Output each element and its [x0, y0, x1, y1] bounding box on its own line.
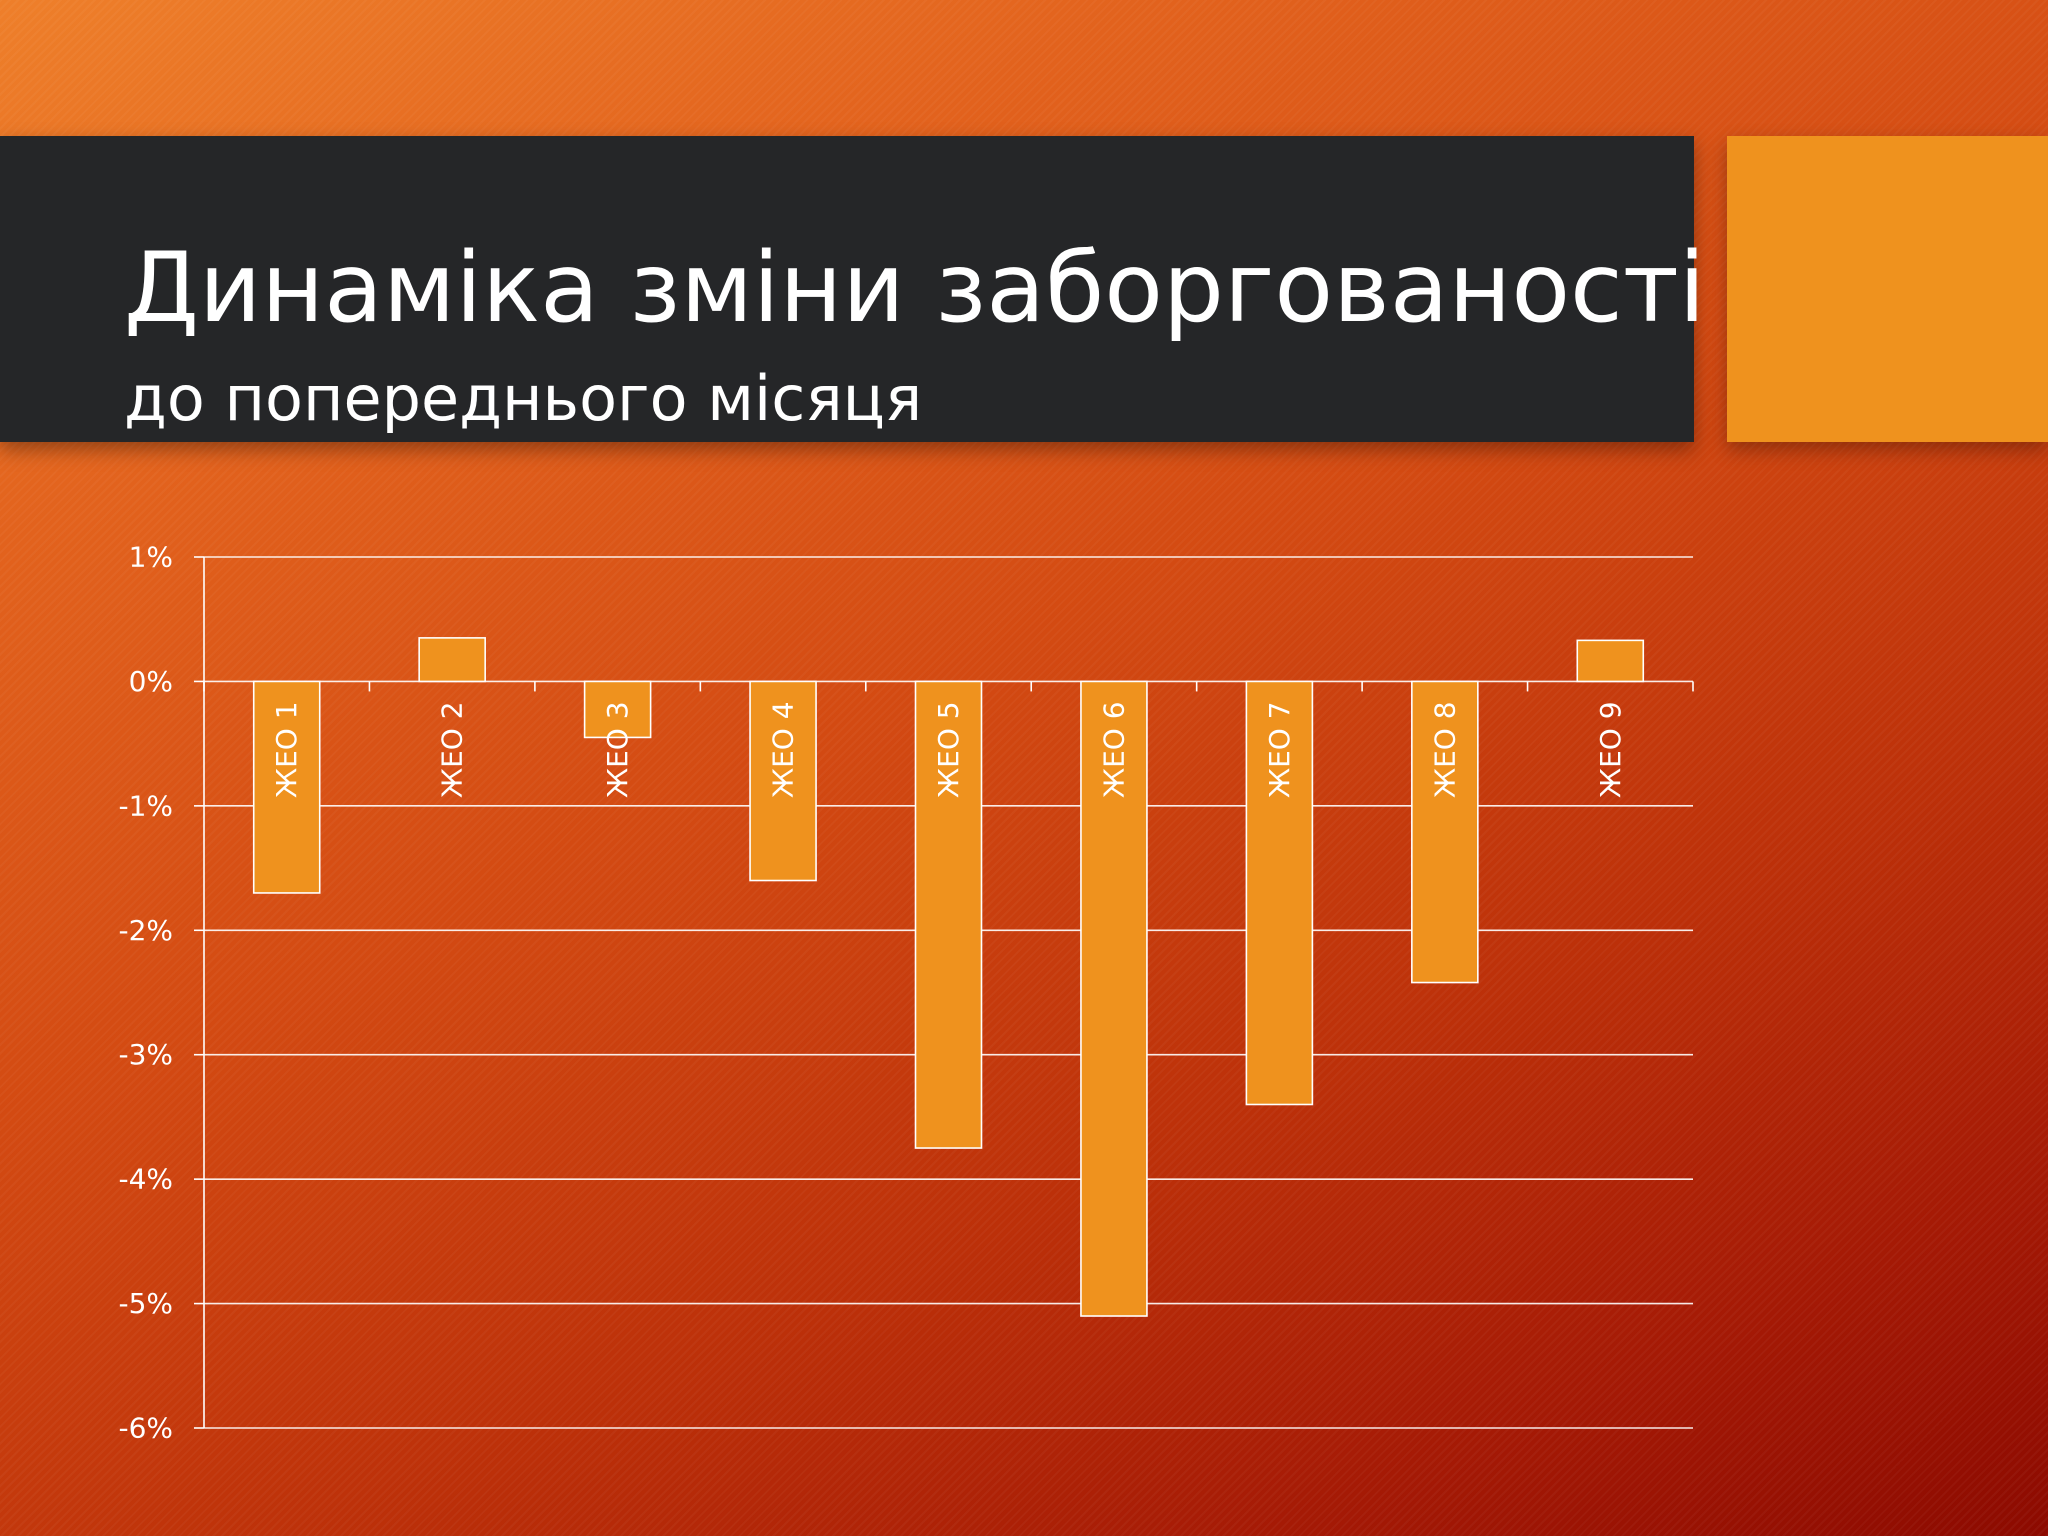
bar [1576, 639, 1645, 683]
category-label: ЖЕО 4 [767, 701, 800, 798]
y-tick-label: 0% [129, 665, 173, 698]
bar [1080, 680, 1148, 1317]
y-tick-label: -3% [118, 1038, 173, 1071]
y-tick-label: -6% [118, 1412, 173, 1445]
category-label: ЖЕО 9 [1594, 701, 1627, 798]
category-label: ЖЕО 7 [1263, 701, 1296, 798]
bar [418, 637, 486, 683]
y-tick-label: 1% [129, 541, 173, 574]
category-label: ЖЕО 1 [270, 701, 303, 798]
axes: 1% 0% -1% -2% -3% -4% -5% -6% [118, 541, 1694, 1445]
bar [749, 680, 817, 882]
category-labels: ЖЕО 1 ЖЕО 2 ЖЕО 3 ЖЕО 4 ЖЕО 5 ЖЕО 6 ЖЕО 7 ЖЕО 8… [270, 701, 1627, 798]
bars [252, 637, 1645, 1317]
bar [914, 680, 983, 1149]
category-label: ЖЕО 3 [601, 701, 634, 798]
category-label: ЖЕО 2 [436, 701, 469, 798]
title-band [0, 136, 1694, 442]
y-tick-label: -4% [118, 1163, 173, 1196]
accent-block [1727, 136, 2048, 442]
y-tick-label: -2% [118, 914, 173, 947]
y-tick-label: -5% [118, 1287, 173, 1320]
bar [1245, 680, 1314, 1106]
y-tick-label: -1% [118, 789, 173, 822]
slide-subtitle: до попереднього місяця [124, 362, 923, 435]
category-label: ЖЕО 8 [1428, 701, 1461, 798]
bar [583, 680, 652, 739]
category-label: ЖЕО 5 [932, 701, 965, 798]
category-label: ЖЕО 6 [1097, 701, 1130, 798]
bar [1411, 680, 1479, 984]
slide-title: Динаміка зміни заборгованості [124, 232, 1706, 344]
bar [252, 680, 321, 894]
